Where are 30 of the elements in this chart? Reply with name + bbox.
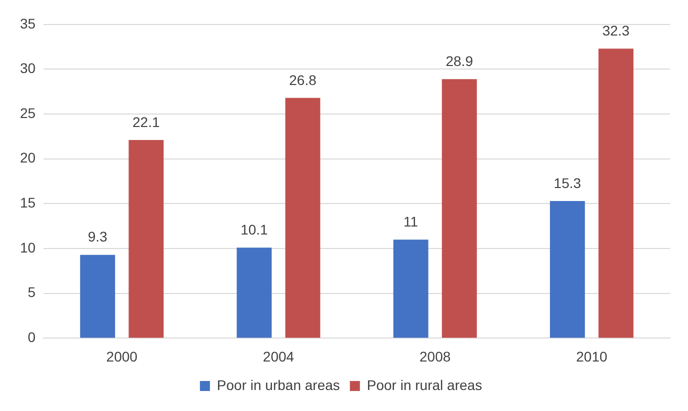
bar: [128, 140, 164, 338]
x-tick-label: 2008: [420, 348, 451, 364]
data-label: 11: [404, 213, 418, 230]
y-tick-label: 10: [20, 239, 36, 256]
y-tick-label: 30: [20, 60, 36, 76]
bar: [80, 254, 116, 338]
bar: [236, 248, 272, 338]
y-tick-label: 0: [28, 329, 36, 346]
bar: [598, 48, 634, 338]
data-label: 26.8: [289, 72, 317, 88]
x-tick-label: 2004: [262, 348, 294, 364]
y-tick-label: 15: [20, 194, 36, 211]
y-tick-label: 35: [20, 15, 36, 32]
data-label: 15.3: [554, 174, 582, 191]
data-label: 9.3: [88, 228, 108, 245]
y-tick-label: 20: [20, 150, 36, 166]
legend-label: Poor in rural areas: [366, 376, 482, 393]
bar: [393, 240, 428, 338]
data-label: 32.3: [602, 22, 630, 38]
legend-label: Poor in urban areas: [216, 376, 340, 393]
data-label: 22.1: [132, 114, 160, 130]
bar: [550, 201, 585, 338]
x-tick-label: 2000: [106, 348, 138, 364]
y-tick-label: 25: [20, 104, 36, 121]
bar: [442, 79, 477, 338]
data-label: 28.9: [446, 52, 474, 69]
x-tick-label: 2010: [576, 348, 608, 364]
y-tick-label: 5: [28, 284, 36, 300]
data-label: 10.1: [240, 222, 268, 238]
bar: [285, 98, 320, 338]
